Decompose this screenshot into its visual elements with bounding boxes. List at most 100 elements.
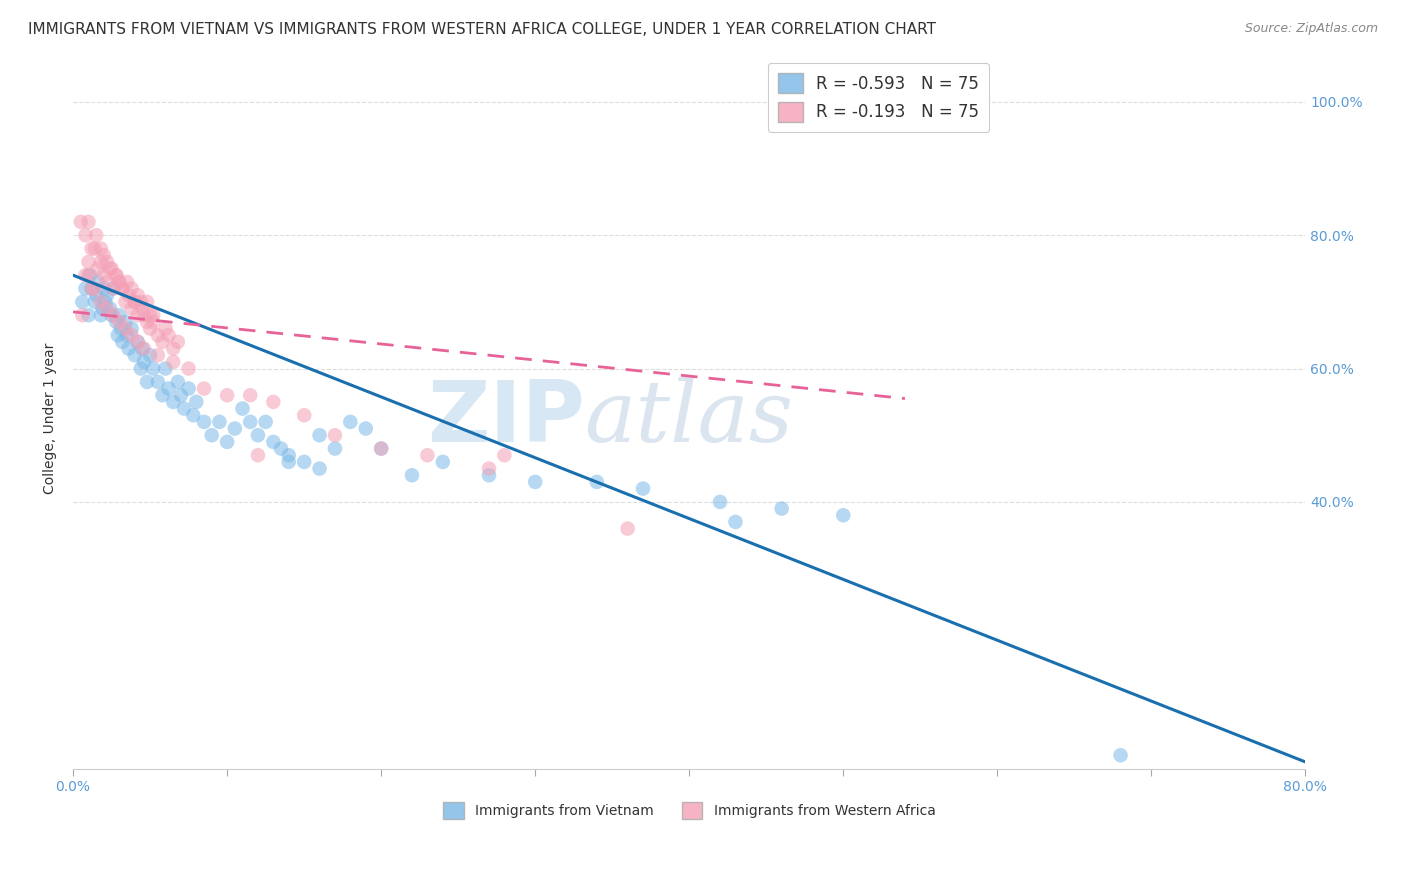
Point bbox=[262, 434, 284, 449]
Point bbox=[129, 294, 152, 309]
Point bbox=[478, 461, 501, 475]
Point bbox=[77, 215, 100, 229]
Point bbox=[132, 355, 155, 369]
Point bbox=[77, 308, 100, 322]
Point bbox=[108, 275, 131, 289]
Point bbox=[114, 315, 136, 329]
Point bbox=[246, 428, 269, 442]
Point bbox=[162, 355, 184, 369]
Point bbox=[105, 315, 128, 329]
Point bbox=[105, 268, 128, 283]
Point bbox=[96, 288, 118, 302]
Point bbox=[96, 275, 118, 289]
Point bbox=[121, 321, 143, 335]
Point bbox=[186, 395, 208, 409]
Point bbox=[246, 448, 269, 462]
Point bbox=[131, 342, 153, 356]
Point bbox=[121, 281, 143, 295]
Point bbox=[108, 275, 131, 289]
Point bbox=[162, 395, 184, 409]
Point bbox=[146, 375, 169, 389]
Point bbox=[124, 348, 146, 362]
Point bbox=[121, 301, 143, 316]
Point bbox=[132, 308, 155, 322]
Point bbox=[72, 308, 94, 322]
Point bbox=[152, 334, 174, 349]
Point bbox=[127, 308, 149, 322]
Point bbox=[108, 315, 131, 329]
Point bbox=[90, 308, 112, 322]
Point bbox=[494, 448, 516, 462]
Point bbox=[96, 255, 118, 269]
Point bbox=[114, 294, 136, 309]
Point bbox=[308, 428, 330, 442]
Point bbox=[87, 261, 110, 276]
Point bbox=[90, 255, 112, 269]
Point bbox=[152, 388, 174, 402]
Point bbox=[370, 442, 392, 456]
Point bbox=[354, 421, 377, 435]
Point bbox=[77, 268, 100, 283]
Legend: Immigrants from Vietnam, Immigrants from Western Africa: Immigrants from Vietnam, Immigrants from… bbox=[437, 797, 941, 825]
Point bbox=[83, 281, 105, 295]
Point bbox=[181, 409, 204, 423]
Point bbox=[157, 328, 180, 343]
Point bbox=[121, 328, 143, 343]
Point bbox=[69, 215, 91, 229]
Point bbox=[75, 268, 97, 283]
Point bbox=[270, 442, 292, 456]
Point bbox=[90, 294, 112, 309]
Point bbox=[146, 348, 169, 362]
Point bbox=[770, 501, 793, 516]
Point bbox=[1109, 748, 1132, 763]
Point bbox=[401, 468, 423, 483]
Point bbox=[75, 228, 97, 243]
Point bbox=[308, 461, 330, 475]
Text: atlas: atlas bbox=[585, 377, 793, 460]
Point bbox=[87, 275, 110, 289]
Point bbox=[101, 281, 124, 295]
Point bbox=[585, 475, 607, 489]
Point bbox=[139, 308, 162, 322]
Point bbox=[139, 321, 162, 335]
Point bbox=[416, 448, 439, 462]
Point bbox=[111, 281, 134, 295]
Point bbox=[93, 248, 115, 262]
Point bbox=[323, 428, 346, 442]
Text: Source: ZipAtlas.com: Source: ZipAtlas.com bbox=[1244, 22, 1378, 36]
Point bbox=[478, 468, 501, 483]
Point bbox=[115, 275, 138, 289]
Point bbox=[115, 328, 138, 343]
Point bbox=[93, 281, 115, 295]
Point bbox=[77, 255, 100, 269]
Point bbox=[142, 361, 165, 376]
Point bbox=[90, 242, 112, 256]
Point bbox=[80, 242, 103, 256]
Point bbox=[724, 515, 747, 529]
Point bbox=[208, 415, 231, 429]
Text: ZIP: ZIP bbox=[427, 377, 585, 460]
Point bbox=[100, 308, 122, 322]
Point bbox=[84, 228, 107, 243]
Point bbox=[224, 421, 246, 435]
Point bbox=[131, 301, 153, 316]
Point bbox=[231, 401, 253, 416]
Point bbox=[101, 281, 124, 295]
Point bbox=[370, 442, 392, 456]
Point bbox=[616, 522, 638, 536]
Point bbox=[75, 281, 97, 295]
Point bbox=[93, 268, 115, 283]
Point bbox=[217, 388, 239, 402]
Point bbox=[111, 281, 134, 295]
Point bbox=[101, 308, 124, 322]
Point bbox=[105, 268, 128, 283]
Point bbox=[832, 508, 855, 523]
Point bbox=[239, 415, 262, 429]
Point bbox=[166, 334, 188, 349]
Point bbox=[80, 281, 103, 295]
Point bbox=[323, 442, 346, 456]
Point bbox=[84, 288, 107, 302]
Point bbox=[254, 415, 277, 429]
Point bbox=[339, 415, 361, 429]
Point bbox=[170, 388, 193, 402]
